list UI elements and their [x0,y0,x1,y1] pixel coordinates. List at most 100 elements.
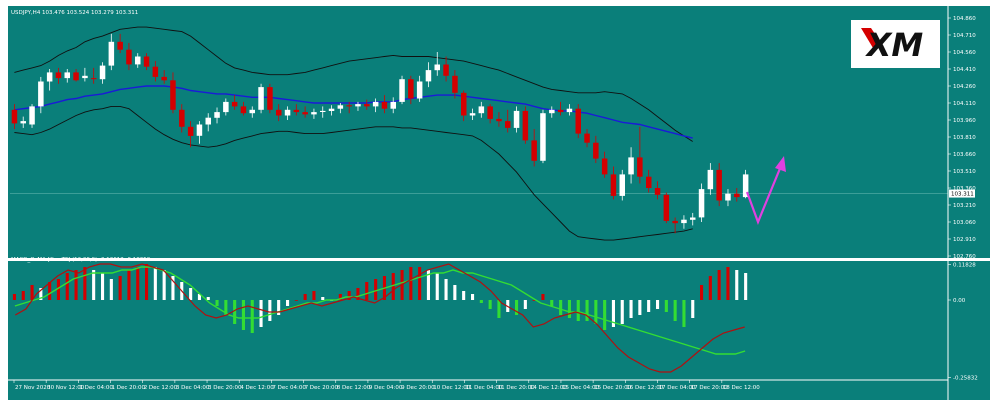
macd-histogram-bar [374,279,378,300]
macd-histogram-bar [241,300,245,330]
candle-body [337,105,344,109]
candle-body [364,104,370,107]
time-tick-label: 9 Dec 20:00 [401,385,435,391]
macd-histogram-bar [338,294,342,300]
candle-body [452,75,458,93]
macd-pane [12,263,748,373]
macd-histogram-bar [611,300,615,327]
macd-histogram-bar [462,291,466,300]
candle-body [205,117,211,125]
macd-histogram-bar [744,273,748,300]
time-tick-label: 7 Dec 20:00 [305,385,339,391]
macd-histogram-bar [250,300,254,333]
candle-body [628,157,634,175]
macd-histogram-bar [224,300,228,315]
candle-body [593,142,599,159]
time-tick-label: 9 Dec 04:00 [369,385,403,391]
macd-histogram-bar [717,270,721,300]
macd-histogram-bar [426,270,430,300]
price-tick-label: 103.810 [953,135,976,141]
price-tick-label: 104.560 [953,50,976,56]
current-price-box [949,189,975,198]
candle-body [522,110,529,141]
macd-histogram-bar [127,270,131,300]
macd-histogram-bar [39,288,43,300]
candle-body [399,79,405,102]
xm-logo: XM [851,20,940,68]
macd-histogram-bar [356,288,360,300]
macd-histogram-bar [418,267,422,300]
macd-histogram-bar [673,300,677,321]
time-tick-label: 16 Dec 12:00 [626,385,663,391]
price-tick-label: 103.960 [953,118,976,124]
chart-window: 104.860 104.710 104.560 104.410 104.260 104.1… [8,6,990,400]
xm-logo-text: XM [865,26,924,64]
macd-histogram-bar [471,294,475,300]
candle-body [716,169,722,201]
candle-body [540,113,546,161]
macd-histogram-bar [136,267,140,300]
macd-histogram-bar [145,264,149,300]
candle-body [601,158,608,175]
candle-body [108,41,115,66]
macd-histogram-bar [303,294,307,300]
candle-body [707,169,714,190]
candle-body [135,56,141,65]
current-price-label: 103.311 [951,192,974,198]
price-tick-label: 103.510 [953,169,976,175]
time-tick-label: 30 Nov 12:00 [47,385,85,391]
macd-histogram-bar [726,267,730,300]
macd-histogram-bar [550,300,554,306]
chart-canvas: 104.860 104.710 104.560 104.410 104.260 104.1… [8,6,990,400]
macd-histogram-bar [576,300,580,321]
macd-histogram-bar [48,282,52,300]
macd-histogram-bar [497,300,501,318]
macd-histogram-bar [56,279,60,300]
candle-body [434,64,440,71]
candle-body [231,101,238,107]
macd-main-line [15,263,745,373]
candle-body [698,189,705,218]
macd-histogram-bar [735,270,739,300]
time-tick-label: 17 Dec 04:00 [658,385,695,391]
candle-body [11,109,18,124]
candle-body [619,174,625,196]
macd-histogram-bar [197,294,201,300]
macd-histogram-bar [664,300,668,312]
price-tick-label: 104.260 [953,84,976,90]
time-tick-label: 1 Dec 20:00 [112,385,146,391]
macd-histogram-bar [171,276,175,300]
macd-histogram-bar [92,270,96,300]
candle-body [566,108,573,113]
candle-body [584,133,590,143]
macd-histogram-bar [488,300,492,309]
macd-histogram-bar [700,285,704,300]
macd-histogram-bar [101,273,105,300]
time-tick-label: 11 Dec 20:00 [498,385,535,391]
candle-body [557,109,564,113]
candle-body [249,109,255,114]
price-tick-label: 103.660 [953,152,976,158]
candle-body [637,157,643,177]
time-tick-label: 1 Dec 04:00 [79,385,113,391]
candle-body [681,219,687,224]
candle-body [152,66,159,77]
macd-histogram-bar [277,300,281,315]
time-tick-label: 11 Dec 04:00 [465,385,502,391]
candle-body [372,101,379,107]
candle-body [390,101,396,109]
candle-body [240,106,247,114]
time-tick-label: 18 Dec 12:00 [723,385,760,391]
macd-histogram-bar [286,300,290,306]
macd-histogram-bar [233,300,237,324]
candle-body [478,106,485,114]
macd-histogram-bar [30,285,34,300]
candle-body [461,92,467,116]
time-tick-label: 7 Dec 04:00 [272,385,306,391]
time-tick-label: 17 Dec 20:00 [691,385,728,391]
macd-histogram-bar [691,300,695,318]
candle-body [82,75,88,79]
candle-body [55,72,62,79]
macd-tick-label: -0.25832 [953,375,978,381]
candle-body [505,121,511,128]
